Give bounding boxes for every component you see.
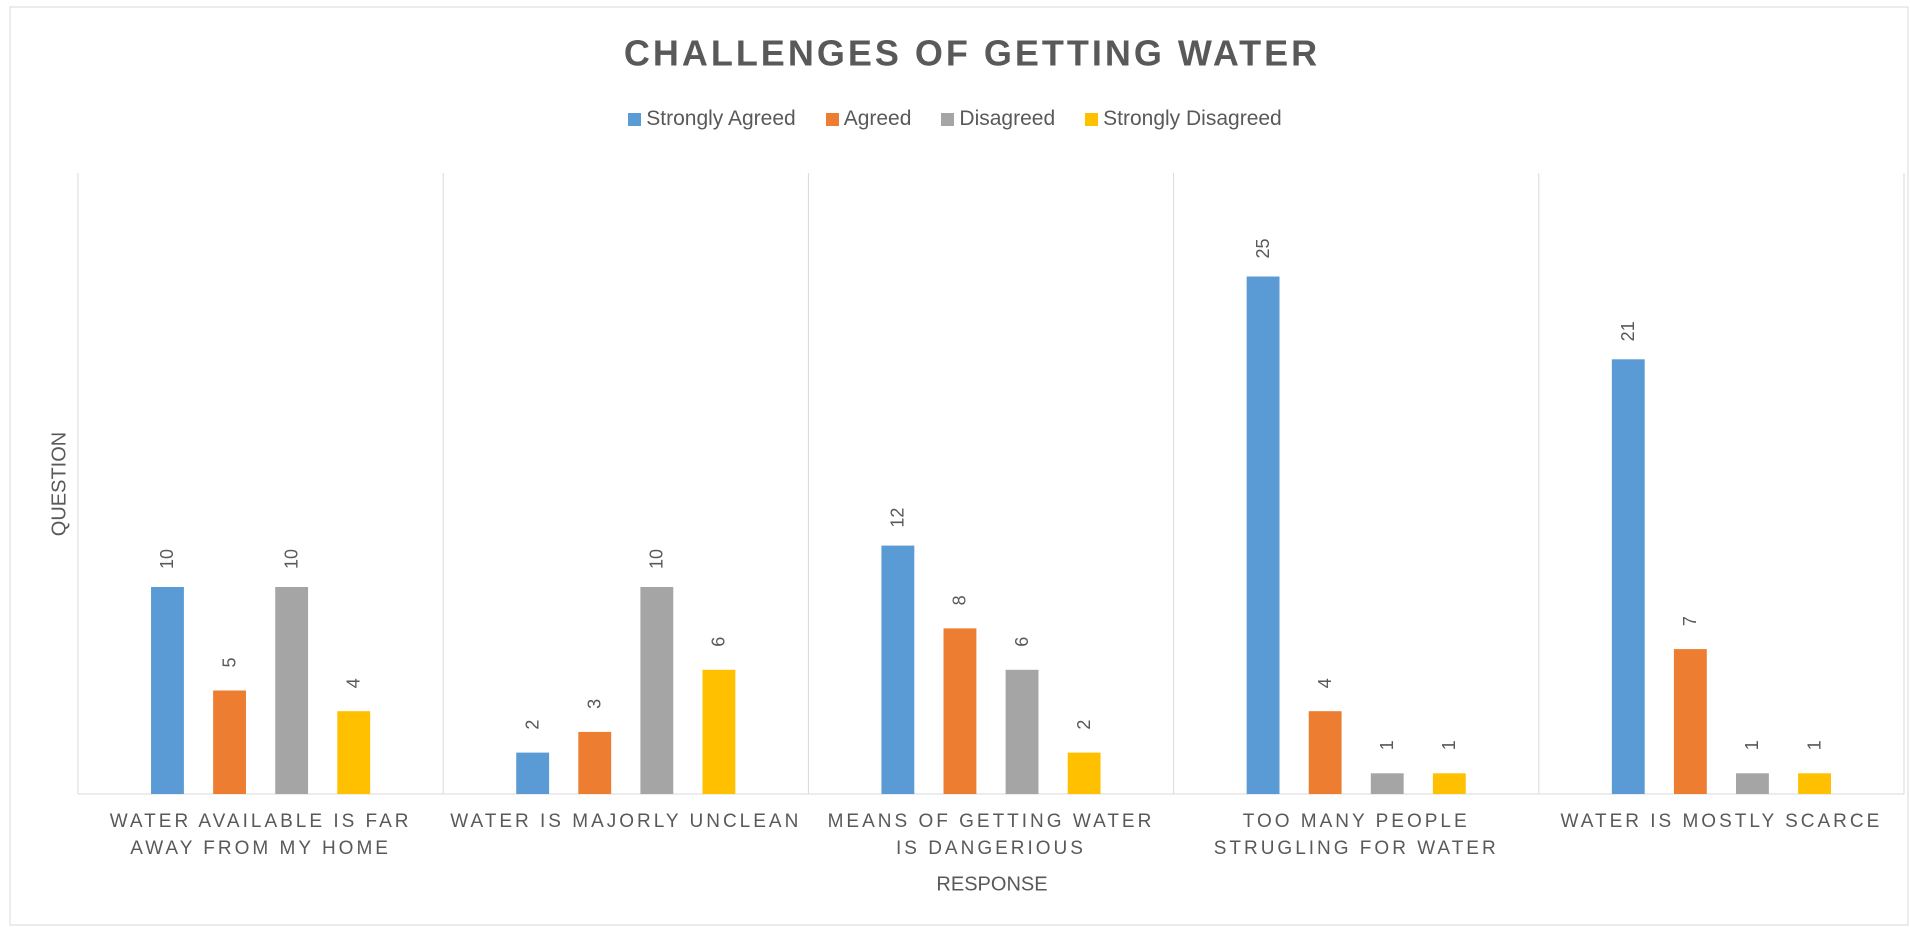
legend-item: Disagreed bbox=[941, 107, 1055, 131]
data-label: 10 bbox=[157, 549, 177, 569]
legend-label: Agreed bbox=[843, 107, 912, 130]
data-label: 1 bbox=[1742, 740, 1762, 750]
data-label: 3 bbox=[585, 699, 605, 709]
bar bbox=[1673, 649, 1707, 794]
data-label: 1 bbox=[1804, 740, 1824, 750]
data-label: 21 bbox=[1618, 321, 1638, 341]
x-tick-label: WATER IS MAJORLY UNCLEAN bbox=[450, 811, 802, 832]
legend-item: Strongly Disagreed bbox=[1085, 107, 1282, 131]
bar bbox=[275, 587, 309, 794]
legend-item: Agreed bbox=[825, 107, 912, 131]
x-tick-label: WATER AVAILABLE IS FAR AWAY FROM MY HOME bbox=[109, 811, 412, 859]
bar bbox=[151, 587, 184, 794]
x-tick-label: WATER IS MOSTLY SCARCE bbox=[1560, 811, 1883, 832]
legend-item: Strongly Agreed bbox=[628, 107, 796, 131]
bar bbox=[1067, 752, 1101, 794]
data-label: 6 bbox=[1012, 637, 1032, 647]
bar bbox=[1798, 773, 1831, 794]
legend: Strongly Agreed Agreed Disagreed Strongly D… bbox=[0, 107, 1910, 131]
bar bbox=[213, 690, 246, 794]
bar bbox=[1611, 359, 1645, 794]
bar bbox=[516, 752, 550, 794]
legend-label: Strongly Agreed bbox=[646, 107, 796, 130]
data-label: 10 bbox=[281, 549, 301, 569]
data-label: 5 bbox=[219, 657, 239, 667]
bar bbox=[1370, 773, 1404, 794]
legend-swatch bbox=[628, 112, 642, 126]
bar bbox=[702, 669, 736, 794]
data-label: 1 bbox=[1439, 740, 1459, 750]
bar bbox=[1736, 773, 1769, 794]
legend-label: Strongly Disagreed bbox=[1103, 107, 1282, 130]
bar bbox=[1005, 669, 1039, 794]
data-label: 4 bbox=[1315, 678, 1335, 688]
legend-swatch bbox=[941, 112, 955, 126]
legend-swatch bbox=[825, 112, 839, 126]
data-label: 4 bbox=[343, 678, 363, 688]
x-tick-label: TOO MANY PEOPLE STRUGLING FOR WATER bbox=[1213, 811, 1499, 859]
bar bbox=[640, 587, 674, 794]
data-label: 25 bbox=[1253, 238, 1273, 258]
legend-label: Disagreed bbox=[959, 107, 1056, 130]
bar bbox=[1308, 711, 1342, 794]
chart-border bbox=[9, 6, 1909, 926]
bar bbox=[943, 628, 977, 794]
bar bbox=[881, 545, 915, 794]
y-axis-title: QUESTION bbox=[48, 432, 70, 536]
bar bbox=[1432, 773, 1466, 794]
bar bbox=[337, 711, 371, 794]
data-label: 7 bbox=[1680, 616, 1700, 626]
chart-title: CHALLENGES OF GETTING WATER bbox=[624, 33, 1320, 74]
data-label: 6 bbox=[709, 637, 729, 647]
bar bbox=[578, 731, 612, 794]
data-label: 12 bbox=[888, 508, 908, 528]
data-label: 2 bbox=[1074, 720, 1094, 730]
bar bbox=[1246, 276, 1280, 794]
data-label: 10 bbox=[647, 549, 667, 569]
data-label: 8 bbox=[950, 595, 970, 605]
data-label: 1 bbox=[1377, 740, 1397, 750]
x-axis-title: RESPONSE bbox=[936, 873, 1047, 895]
x-tick-label: MEANS OF GETTING WATER IS DANGERIOUS bbox=[827, 811, 1155, 859]
data-label: 2 bbox=[522, 720, 542, 730]
legend-swatch bbox=[1085, 112, 1099, 126]
